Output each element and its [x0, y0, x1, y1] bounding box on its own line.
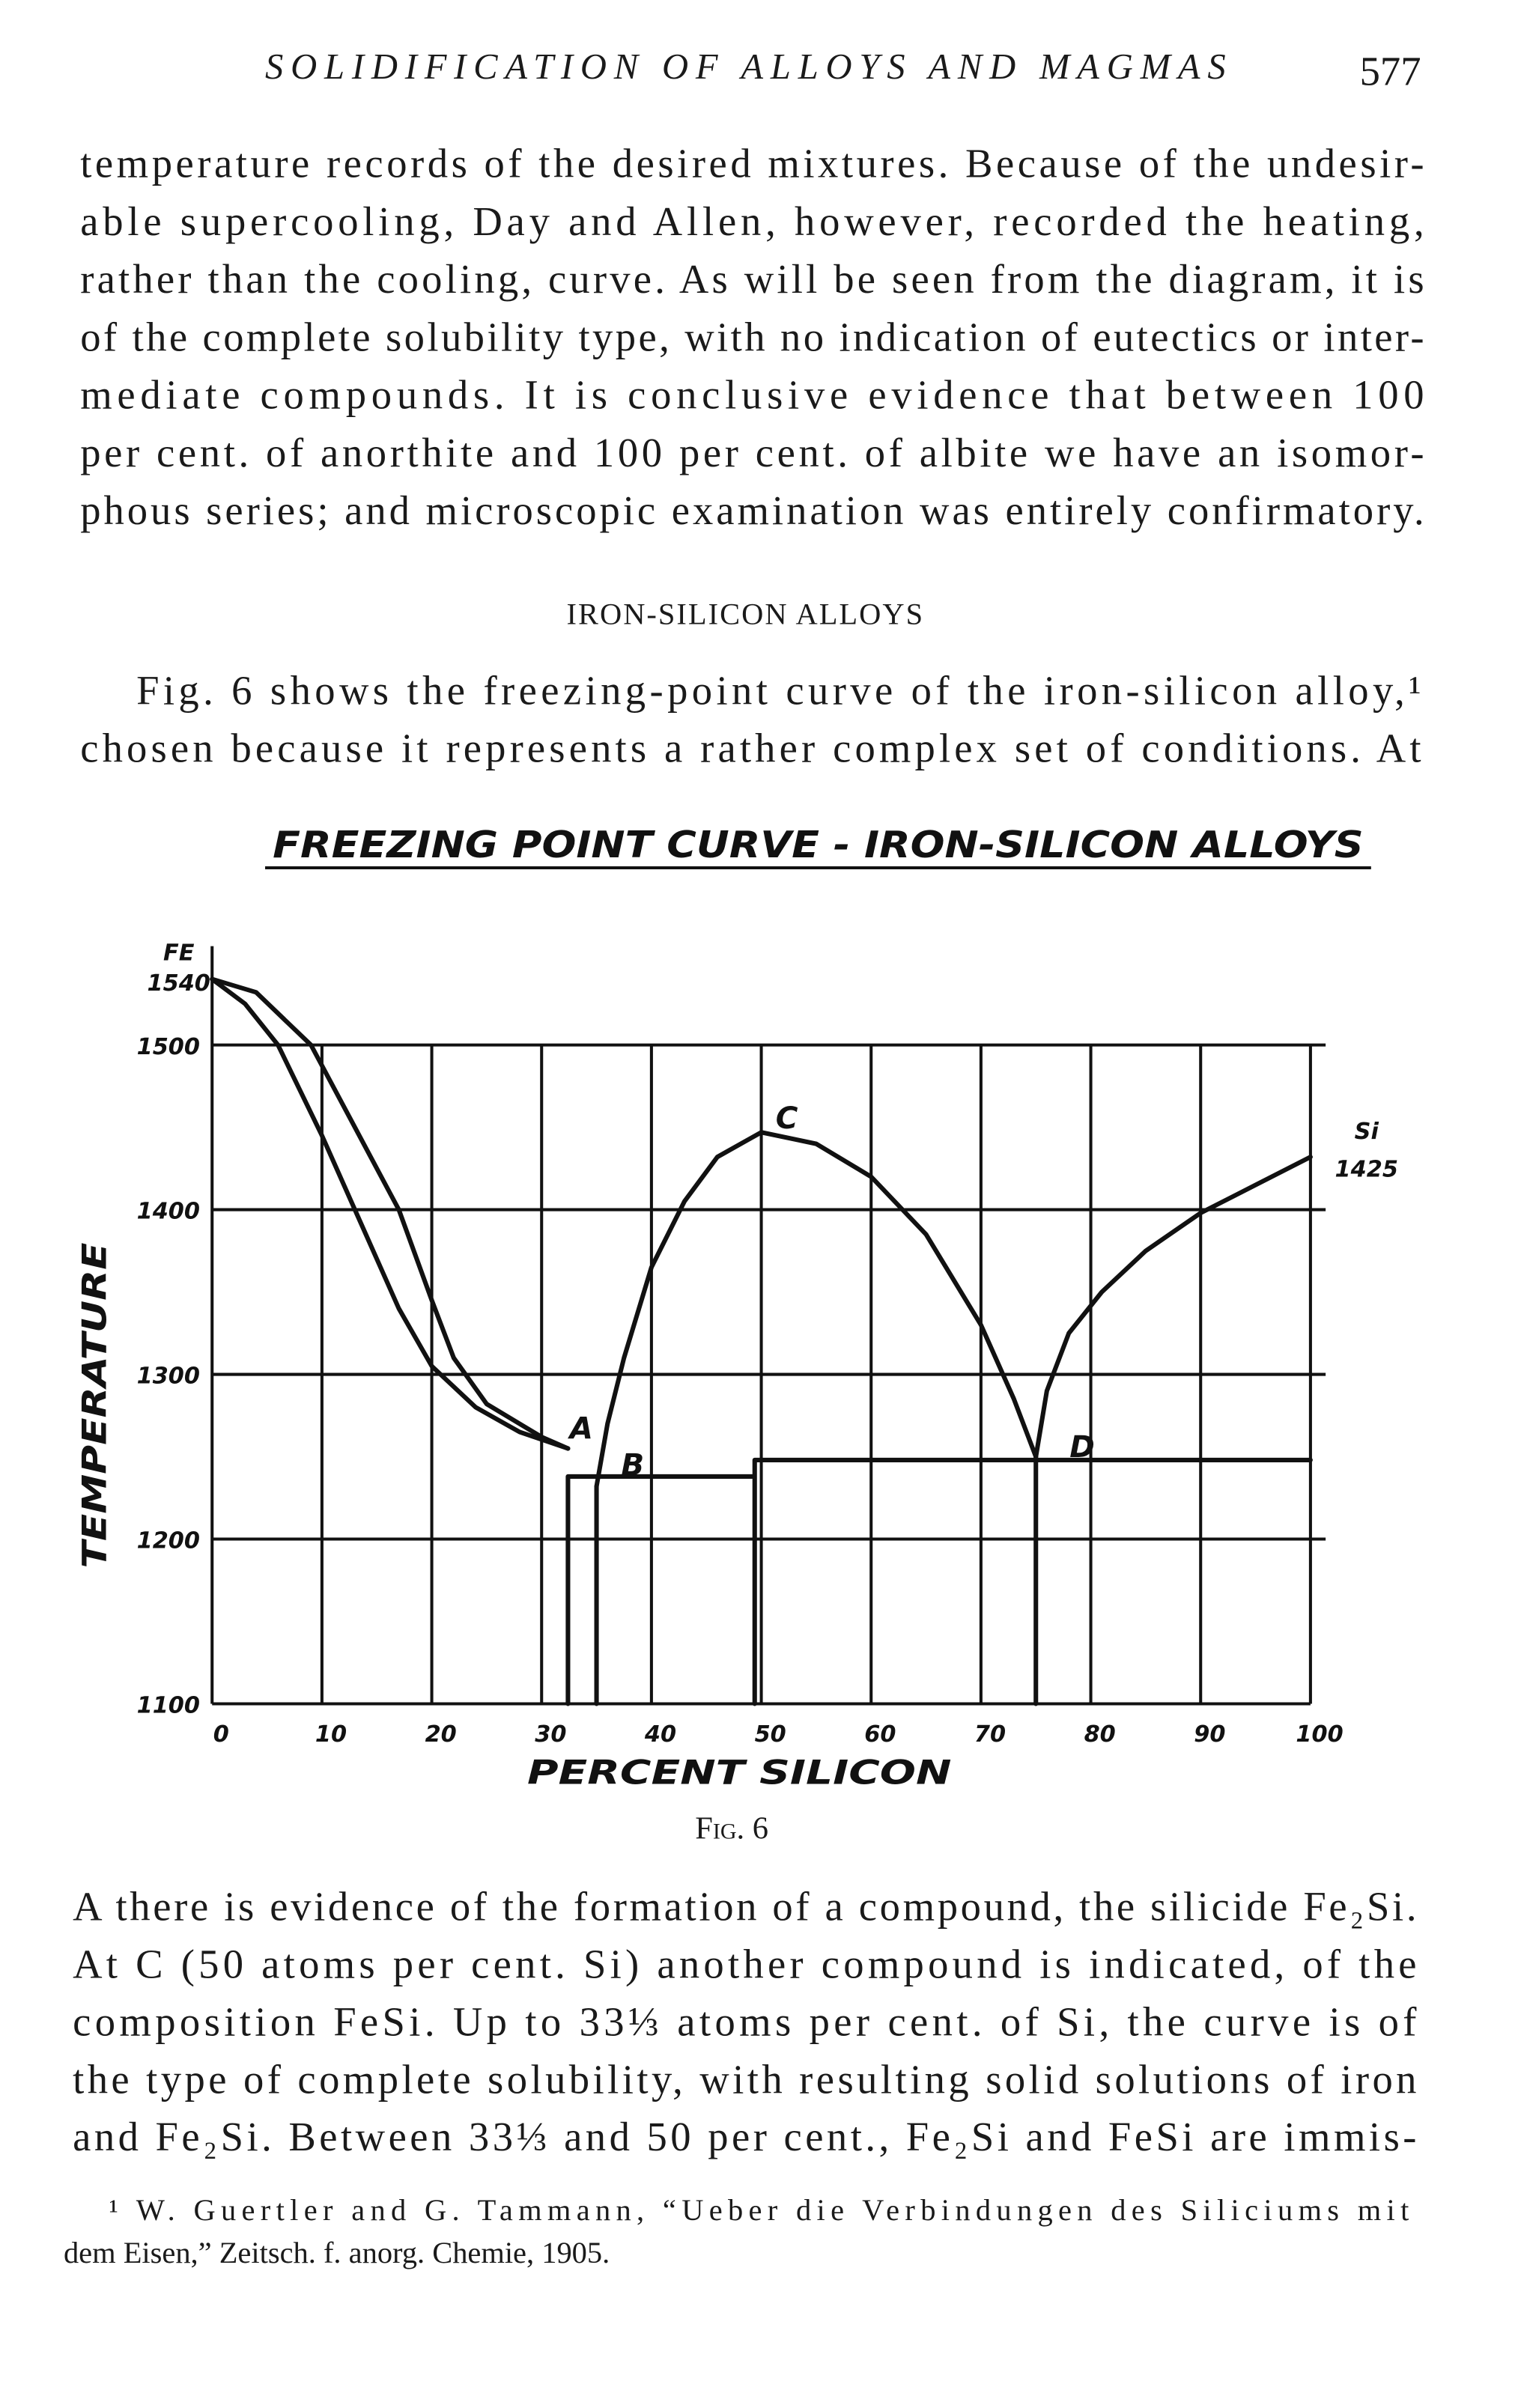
- annotation-value: 1425: [1335, 1157, 1398, 1183]
- y-tick-label: 1100: [137, 1693, 200, 1719]
- annotation-value: 1540: [147, 970, 210, 997]
- x-tick-label: 70: [974, 1721, 1006, 1748]
- annotation-label: Si: [1355, 1119, 1379, 1145]
- x-tick-label: 40: [644, 1721, 676, 1748]
- x-tick-label: 0: [213, 1721, 229, 1748]
- point-label: D: [1069, 1429, 1095, 1465]
- text-line: dem Eisen,” Zeitsch. f. anorg. Chemie, 1…: [64, 2236, 610, 2269]
- text-line: temperature records of the desired mixtu…: [80, 141, 1424, 186]
- text-line: composition FeSi. Up to 33⅓ atoms per ce…: [73, 1998, 1417, 2044]
- figure-caption: Fig. 6: [695, 1810, 768, 1846]
- text-line: and Fe₂Si. Between 33⅓ and 50 per cent.,…: [73, 2114, 1416, 2159]
- curve: [565, 1454, 1313, 1706]
- chart-title: FREEZING POINT CURVE - IRON-SILICON ALLO…: [273, 824, 1364, 866]
- text-line: mediate compounds. It is conclusive evid…: [80, 372, 1424, 418]
- text-line: ¹ W. Guertler and G. Tammann, “Ueber die…: [109, 2193, 1409, 2227]
- section-heading: IRON-SILICON ALLOYS: [566, 597, 924, 630]
- x-tick-label: 80: [1084, 1721, 1116, 1748]
- x-tick-label: 60: [864, 1721, 896, 1748]
- x-tick-label: 10: [315, 1721, 347, 1748]
- y-tick-label: 1300: [137, 1363, 200, 1390]
- y-tick-label: 1200: [137, 1528, 200, 1554]
- point-label: C: [776, 1100, 798, 1136]
- text-line: Fig. 6 shows the freezing-point curve of…: [136, 668, 1421, 714]
- text-line: of the complete solubility type, with no…: [80, 314, 1424, 359]
- x-tick-label: 30: [535, 1721, 566, 1748]
- curve: [210, 976, 571, 1451]
- text-line: chosen because it represents a rather co…: [80, 725, 1421, 770]
- text-line: per cent. of anorthite and 100 per cent.…: [80, 430, 1424, 475]
- curve: [210, 976, 571, 1451]
- point-label: A: [568, 1411, 593, 1447]
- page-number: 577: [1360, 48, 1421, 94]
- point-label: B: [621, 1447, 644, 1483]
- annotation-label: FE: [163, 940, 195, 966]
- curve: [1033, 1155, 1313, 1459]
- text-line: A there is evidence of the formation of …: [73, 1884, 1416, 1930]
- text-line: phous series; and microscopic examinatio…: [80, 487, 1424, 533]
- text-line: the type of complete solubility, with re…: [73, 2056, 1416, 2102]
- y-tick-label: 1400: [137, 1199, 200, 1225]
- text-line: At C (50 atoms per cent. Si) another com…: [73, 1942, 1416, 1987]
- x-tick-label: 50: [755, 1721, 786, 1748]
- x-tick-label: 90: [1194, 1721, 1225, 1748]
- running-title: SOLIDIFICATION OF ALLOYS AND MAGMAS: [265, 47, 1227, 87]
- text-line: able supercooling, Day and Allen, howeve…: [80, 198, 1424, 244]
- y-axis-label: TEMPERATURE: [76, 1243, 115, 1569]
- text-line: rather than the cooling, curve. As will …: [80, 256, 1424, 302]
- y-tick-label: 1500: [137, 1034, 200, 1060]
- x-tick-label: 20: [425, 1721, 457, 1748]
- x-axis-label: PERCENT SILICON: [527, 1754, 951, 1793]
- x-tick-label: 100: [1296, 1721, 1343, 1748]
- curve: [594, 1130, 1039, 1489]
